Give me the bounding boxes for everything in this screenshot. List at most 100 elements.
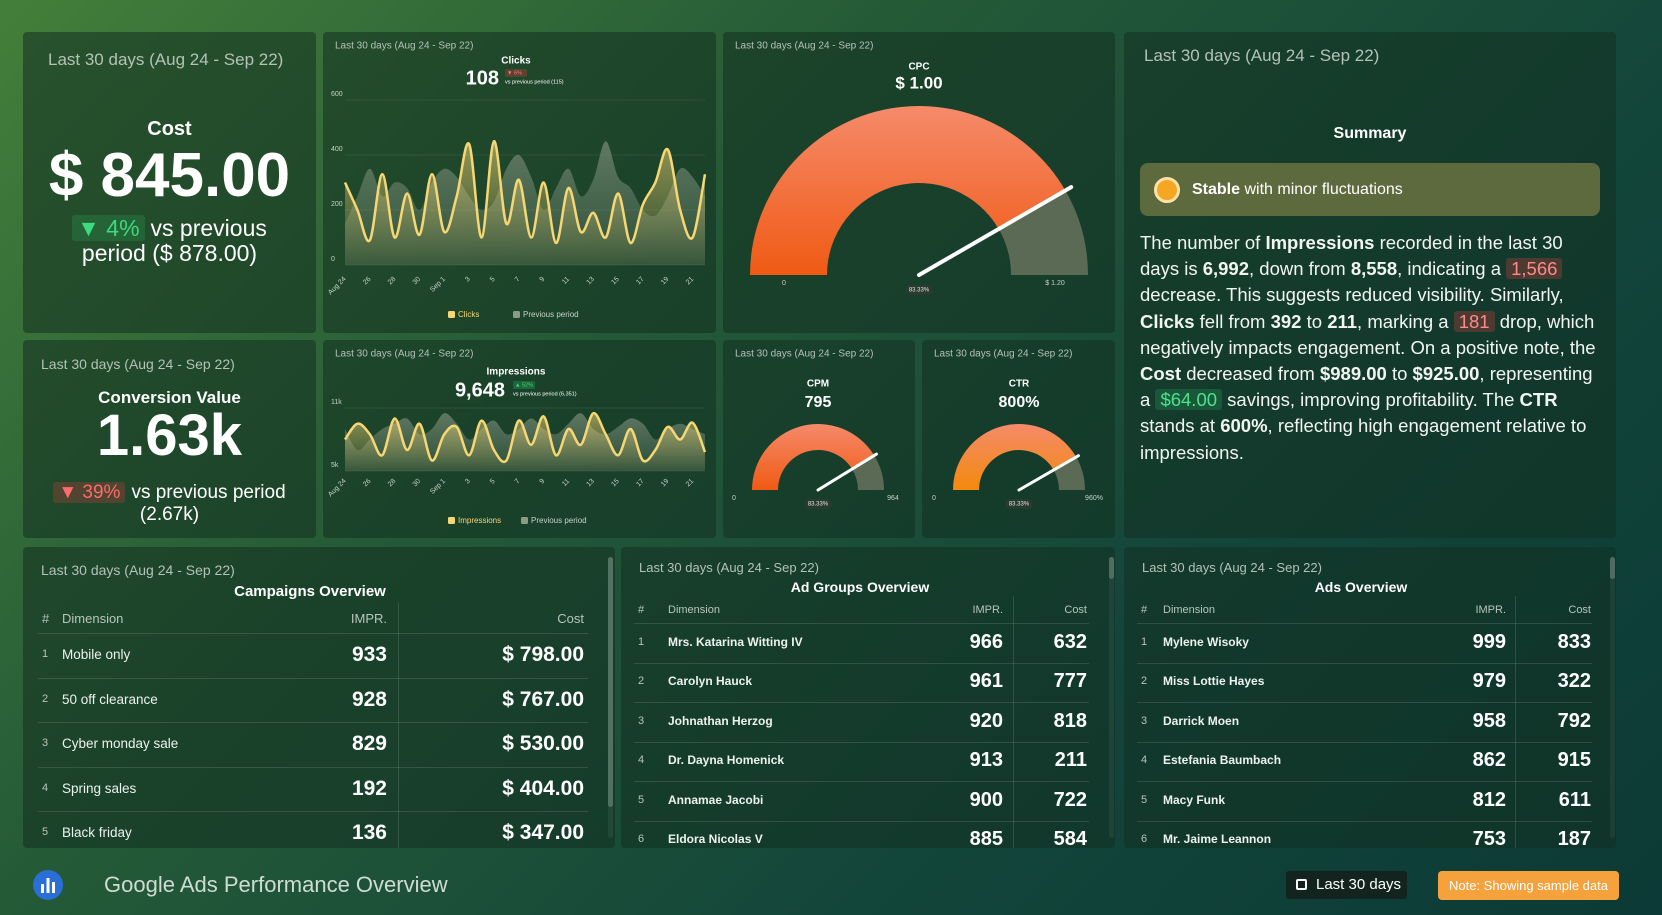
row-divider bbox=[634, 820, 1089, 822]
date-range: Last 30 days (Aug 24 - Sep 22) bbox=[335, 41, 473, 52]
row-index: 4 bbox=[1141, 754, 1148, 767]
gauge-min: 0 bbox=[932, 495, 936, 502]
change-badge bbox=[513, 381, 535, 389]
summary-segment: 392 bbox=[1270, 310, 1302, 332]
row-index: 1 bbox=[638, 635, 645, 648]
row-cost: 584 bbox=[1053, 828, 1087, 848]
kpi-value: $ 845.00 bbox=[48, 141, 291, 210]
row-dimension: Mr. Jaime Leannon bbox=[1163, 832, 1272, 847]
logo-bar bbox=[46, 878, 50, 893]
legend-label: Previous period bbox=[531, 516, 587, 525]
row-impressions: 928 bbox=[351, 687, 387, 711]
row-dimension: Eldora Nicolas V bbox=[668, 832, 763, 847]
status-bold: Stable bbox=[1192, 181, 1241, 198]
scroll-thumb bbox=[1109, 557, 1114, 579]
x-tick-label: 13 bbox=[586, 478, 597, 489]
row-index: 4 bbox=[42, 781, 49, 794]
row-impressions: 192 bbox=[351, 776, 387, 800]
summary-segment: , representing a bbox=[1140, 363, 1593, 411]
series-line bbox=[343, 411, 707, 464]
summary-segment: , indicating a bbox=[1397, 258, 1507, 280]
date-range: Last 30 days (Aug 24 - Sep 22) bbox=[335, 349, 473, 360]
x-tick-label: Sep 1 bbox=[429, 276, 447, 294]
row-divider bbox=[1137, 662, 1592, 664]
chart-title: Impressions bbox=[487, 367, 546, 378]
kpi-value: 1.63k bbox=[96, 403, 243, 468]
x-tick-label: 11 bbox=[561, 478, 571, 488]
percent-pill bbox=[804, 499, 832, 509]
row-cost: 792 bbox=[1557, 709, 1591, 732]
row-index: 4 bbox=[638, 754, 645, 767]
scroll-thumb bbox=[608, 557, 613, 807]
date-button[interactable]: Last 30 days bbox=[1286, 871, 1407, 899]
chart-title: CTR bbox=[1009, 379, 1030, 390]
row-index: 2 bbox=[42, 692, 49, 705]
summary-segment: stands at bbox=[1140, 415, 1221, 437]
gauge-max: 964 bbox=[887, 495, 899, 502]
calendar-icon bbox=[1296, 879, 1307, 890]
row-dimension: Dr. Dayna Homenick bbox=[668, 753, 785, 768]
column-header: IMPR. bbox=[350, 611, 387, 626]
row-cost: 722 bbox=[1053, 788, 1087, 811]
summary-segment: $64.00 bbox=[1155, 389, 1223, 411]
chart-card: Last 30 days (Aug 24 - Sep 22) 5k 11k Aug 2… bbox=[323, 340, 716, 538]
logo-bar bbox=[41, 884, 44, 893]
row-cost: 818 bbox=[1053, 709, 1087, 732]
row-index: 6 bbox=[638, 833, 645, 846]
x-tick-label: 7 bbox=[514, 478, 522, 486]
row-index: 2 bbox=[638, 675, 645, 688]
x-tick-label: 11 bbox=[561, 276, 571, 286]
chart-card: Last 30 days (Aug 24 - Sep 22) 83.33% 0 $ 1… bbox=[723, 32, 1115, 333]
row-impressions: 961 bbox=[969, 670, 1003, 693]
summary-segment: to bbox=[1386, 363, 1413, 385]
row-cost: $ 530.00 bbox=[502, 732, 584, 756]
x-tick-label: 17 bbox=[635, 478, 646, 489]
summary-segment: Clicks bbox=[1140, 310, 1195, 332]
x-tick-label: 9 bbox=[539, 276, 547, 284]
summary-segment: The number of bbox=[1140, 232, 1266, 253]
x-tick-label: Sep 1 bbox=[429, 478, 447, 496]
summary-segment: 6,992 bbox=[1202, 258, 1250, 280]
date-range: Last 30 days (Aug 24 - Sep 22) bbox=[48, 50, 284, 69]
column-header: # bbox=[638, 604, 645, 616]
row-dimension: Carolyn Hauck bbox=[668, 674, 753, 689]
chart-card: Last 30 days (Aug 24 - Sep 22) 83.33% 0 960… bbox=[922, 340, 1115, 538]
percent-label: 83.33% bbox=[808, 502, 829, 508]
row-dimension: Macy Funk bbox=[1163, 792, 1226, 807]
chart: Last 30 days (Aug 24 - Sep 22) 83.33% 0 960… bbox=[932, 349, 1103, 509]
logo bbox=[33, 870, 63, 900]
chart-card: Last 30 days (Aug 24 - Sep 22) 0 200 400 600… bbox=[323, 32, 716, 333]
row-divider bbox=[634, 781, 1089, 782]
change-badge: ▼ 39% bbox=[53, 482, 126, 503]
sample-note: Note: Showing sample data bbox=[1438, 871, 1619, 900]
x-tick-label: 28 bbox=[387, 276, 398, 287]
column-header: Cost bbox=[1064, 604, 1087, 616]
x-tick-label: 21 bbox=[685, 478, 696, 489]
stat-card: Last 30 days (Aug 24 - Sep 22) Conversion… bbox=[23, 340, 316, 538]
gauge-value bbox=[752, 424, 875, 490]
legend-label: Previous period bbox=[523, 310, 579, 319]
x-tick-label: 26 bbox=[362, 276, 373, 287]
x-tick-label: 30 bbox=[412, 478, 423, 489]
column-header: Cost bbox=[557, 611, 584, 626]
row-impressions: 900 bbox=[969, 788, 1003, 811]
x-tick-label: 9 bbox=[539, 478, 547, 486]
table-title: Campaigns Overview bbox=[234, 583, 386, 600]
row-divider bbox=[634, 702, 1089, 703]
table-title: Ads Overview bbox=[1314, 579, 1408, 595]
summary-segment: fell from bbox=[1194, 310, 1271, 332]
column-separator bbox=[398, 603, 399, 848]
row-divider bbox=[1137, 623, 1592, 624]
y-tick-label: 400 bbox=[331, 146, 343, 153]
row-dimension: Mrs. Katarina Witting IV bbox=[668, 634, 803, 649]
summary-card: Last 30 days (Aug 24 - Sep 22) Summary Sta… bbox=[1124, 32, 1616, 538]
percent-label: 83.33% bbox=[909, 288, 930, 294]
row-dimension: Annamae Jacobi bbox=[668, 792, 764, 807]
y-tick-label: 600 bbox=[331, 91, 343, 98]
row-cost: 632 bbox=[1053, 630, 1087, 653]
row-index: 5 bbox=[1141, 793, 1148, 806]
chart-title: CPM bbox=[807, 379, 829, 390]
row-cost: $ 767.00 bbox=[502, 687, 584, 711]
status-badge: Stable with minor fluctuations bbox=[1140, 163, 1600, 216]
date-range: Last 30 days (Aug 24 - Sep 22) bbox=[735, 41, 873, 52]
